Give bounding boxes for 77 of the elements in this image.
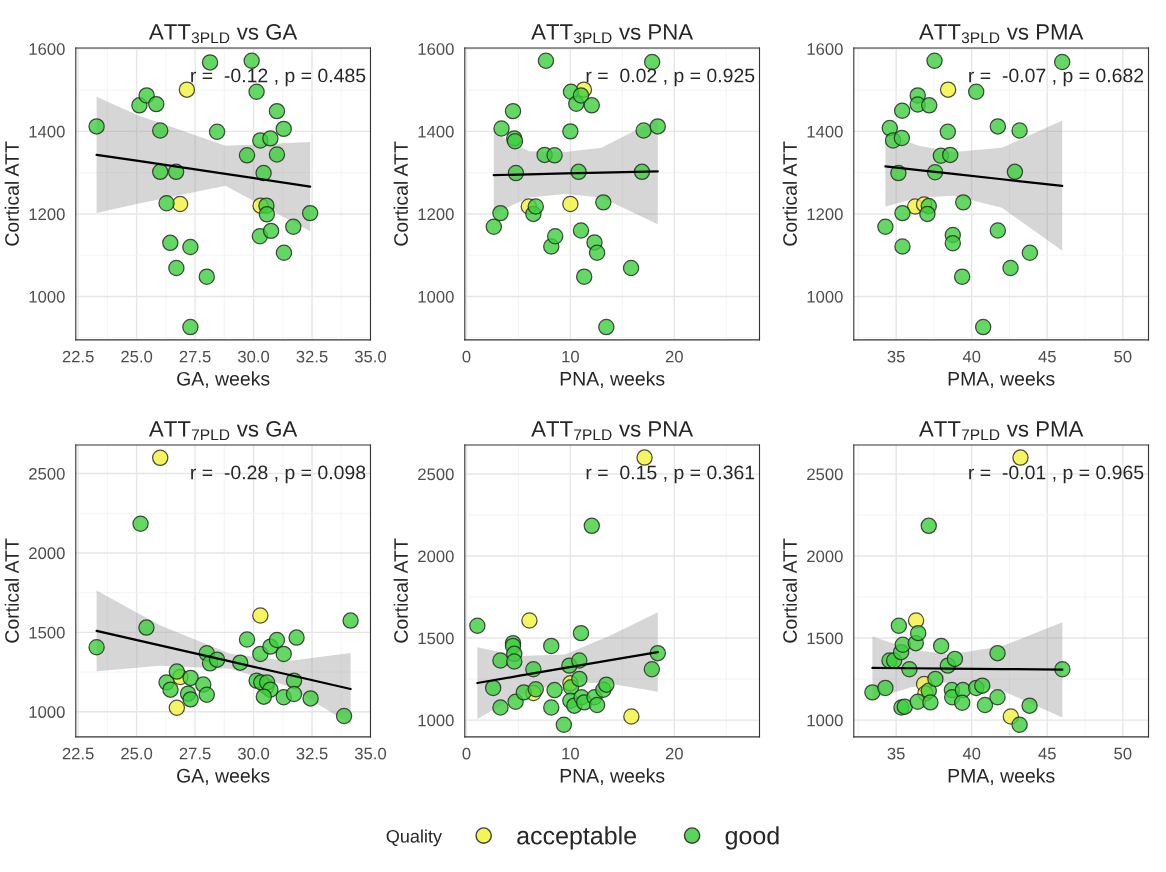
y-tick-label: 1500	[29, 626, 65, 639]
y-tick-label: 1500	[807, 632, 843, 645]
x-tick-label: 35.0	[354, 747, 387, 760]
x-tick-label: 0	[462, 747, 471, 760]
x-tick-label: 35.0	[354, 350, 387, 363]
y-tick-label: 1400	[807, 125, 843, 138]
x-tick-label: 40	[962, 747, 981, 760]
y-tick-label: 2500	[807, 468, 843, 481]
chart-title: ATT$_{3PLD}$ vs PNA	[531, 24, 694, 44]
y-tick-label: 1600	[29, 43, 65, 55]
legend-label: good	[725, 826, 779, 850]
x-tick-label: 32.5	[296, 350, 328, 363]
y-tick-label: 1000	[418, 714, 454, 727]
x-axis-title: PMA, weeks	[948, 768, 1055, 785]
x-tick-label: 10	[562, 747, 579, 760]
y-axis-title: Cortical ATT	[4, 141, 19, 246]
annotation: r = -0.12 , p = 0.485	[191, 68, 366, 87]
y-tick-label: 1500	[418, 632, 454, 645]
x-axis-title: PNA, weeks	[560, 768, 665, 785]
x-tick-label: 22.5	[62, 350, 94, 363]
x-tick-label: 32.5	[296, 747, 328, 760]
annotation: r = 0.15 , p = 0.361	[586, 465, 755, 484]
x-tick-label: 20	[665, 747, 683, 760]
annotation: r = -0.01 , p = 0.965	[969, 465, 1144, 484]
chart-title: ATT$_{3PLD}$ vs GA	[148, 24, 298, 44]
y-axis-title: Cortical ATT	[393, 538, 408, 643]
y-tick-label: 2000	[418, 550, 454, 563]
y-tick-label: 1000	[418, 290, 454, 303]
x-tick-label: 35	[887, 747, 905, 760]
chart-title: ATT$_{7PLD}$ vs GA	[148, 421, 298, 441]
y-tick-label: 2500	[29, 467, 65, 480]
x-tick-label: 0	[462, 350, 471, 363]
y-tick-label: 1000	[29, 290, 65, 303]
x-tick-label: 30.0	[237, 747, 270, 760]
x-tick-label: 25.0	[121, 747, 153, 760]
x-axis-title: GA, weeks	[177, 768, 270, 785]
y-axis-title: Cortical ATT	[782, 538, 797, 643]
x-tick-label: 45	[1038, 747, 1056, 760]
annotation: r = -0.28 , p = 0.098	[191, 465, 366, 484]
y-tick-label: 1600	[418, 43, 454, 55]
y-axis-title: Cortical ATT	[782, 141, 797, 246]
x-tick-label: 10	[562, 350, 579, 363]
chart-title: ATT$_{7PLD}$ vs PMA	[918, 421, 1084, 441]
y-tick-label: 1000	[807, 290, 843, 303]
y-tick-label: 1000	[807, 714, 843, 727]
x-tick-label: 50	[1114, 747, 1132, 760]
annotation: r = 0.02 , p = 0.925	[586, 68, 755, 87]
y-tick-label: 1200	[418, 208, 454, 221]
x-tick-label: 27.5	[179, 350, 211, 363]
x-tick-label: 22.5	[62, 747, 94, 760]
y-tick-label: 2500	[418, 468, 454, 481]
x-tick-label: 25.0	[121, 350, 153, 363]
y-tick-label: 1400	[29, 125, 65, 138]
x-tick-label: 40	[962, 350, 981, 363]
x-tick-label: 30.0	[237, 350, 270, 363]
y-tick-label: 1000	[29, 706, 65, 718]
chart-title: ATT$_{7PLD}$ vs PNA	[531, 421, 694, 441]
y-tick-label: 1200	[807, 208, 843, 221]
y-tick-label: 2000	[29, 547, 65, 560]
annotation: r = -0.07 , p = 0.682	[969, 68, 1144, 87]
x-tick-label: 35	[887, 350, 905, 363]
y-axis-title: Cortical ATT	[393, 141, 408, 246]
x-tick-label: 50	[1114, 350, 1132, 363]
legend-label: acceptable	[517, 826, 636, 850]
y-tick-label: 1400	[418, 125, 454, 138]
y-tick-label: 2000	[807, 550, 843, 563]
legend-title: Quality	[386, 829, 442, 847]
chart-title: ATT$_{3PLD}$ vs PMA	[918, 24, 1084, 44]
x-axis-title: PMA, weeks	[948, 371, 1055, 388]
x-axis-title: PNA, weeks	[560, 371, 665, 388]
x-axis-title: GA, weeks	[177, 371, 270, 388]
y-tick-label: 1600	[807, 43, 843, 55]
x-tick-label: 27.5	[179, 747, 211, 760]
x-tick-label: 20	[665, 350, 683, 363]
y-axis-title: Cortical ATT	[4, 538, 19, 643]
x-tick-label: 45	[1038, 350, 1056, 363]
y-tick-label: 1200	[29, 208, 65, 221]
